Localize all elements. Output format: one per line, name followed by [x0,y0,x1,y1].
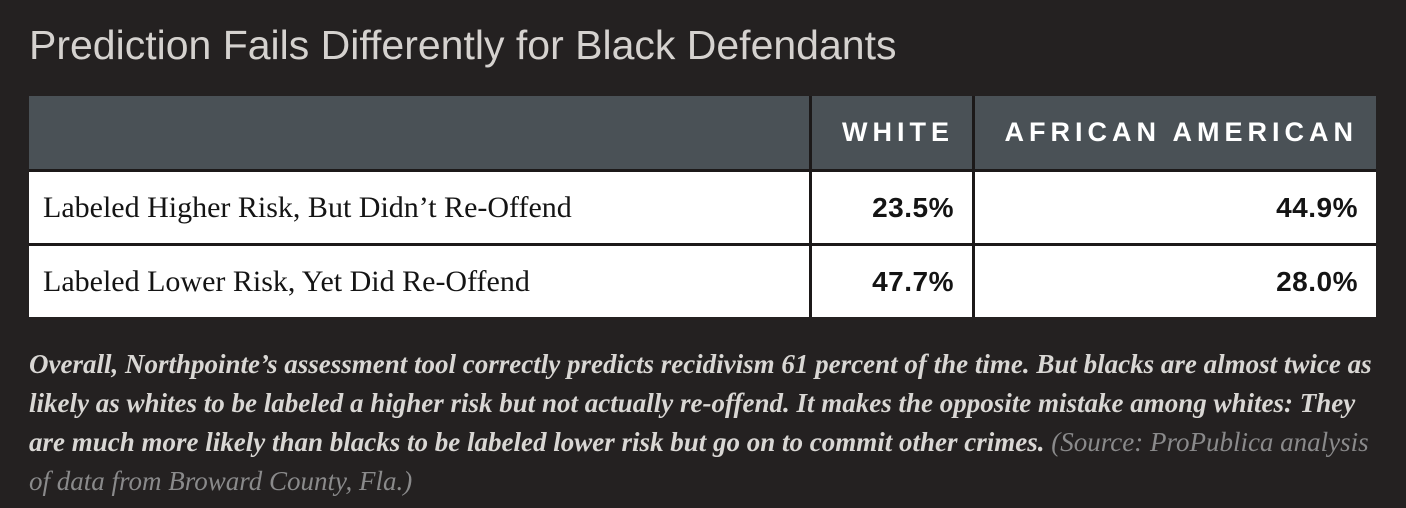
table-row-label-higher-risk: Labeled Higher Risk, But Didn’t Re-Offen… [29,172,809,243]
page-title: Prediction Fails Differently for Black D… [29,22,897,68]
table-header-white: WHITE [812,96,972,169]
table-value-lower-risk-african-american: 28.0% [975,246,1376,317]
caption: Overall, Northpointe’s assessment tool c… [29,345,1376,501]
table-value-higher-risk-african-american: 44.9% [975,172,1376,243]
results-table: WHITE AFRICAN AMERICAN Labeled Higher Ri… [29,96,1376,317]
caption-source-text: (Source: ProPublica analysis of data fro… [29,427,1369,496]
table-header-blank [29,96,809,169]
caption-main-text: Overall, Northpointe’s assessment tool c… [29,349,1372,457]
table-row-label-lower-risk: Labeled Lower Risk, Yet Did Re-Offend [29,246,809,317]
table-value-higher-risk-white: 23.5% [812,172,972,243]
table-header-african-american: AFRICAN AMERICAN [975,96,1376,169]
table-value-lower-risk-white: 47.7% [812,246,972,317]
